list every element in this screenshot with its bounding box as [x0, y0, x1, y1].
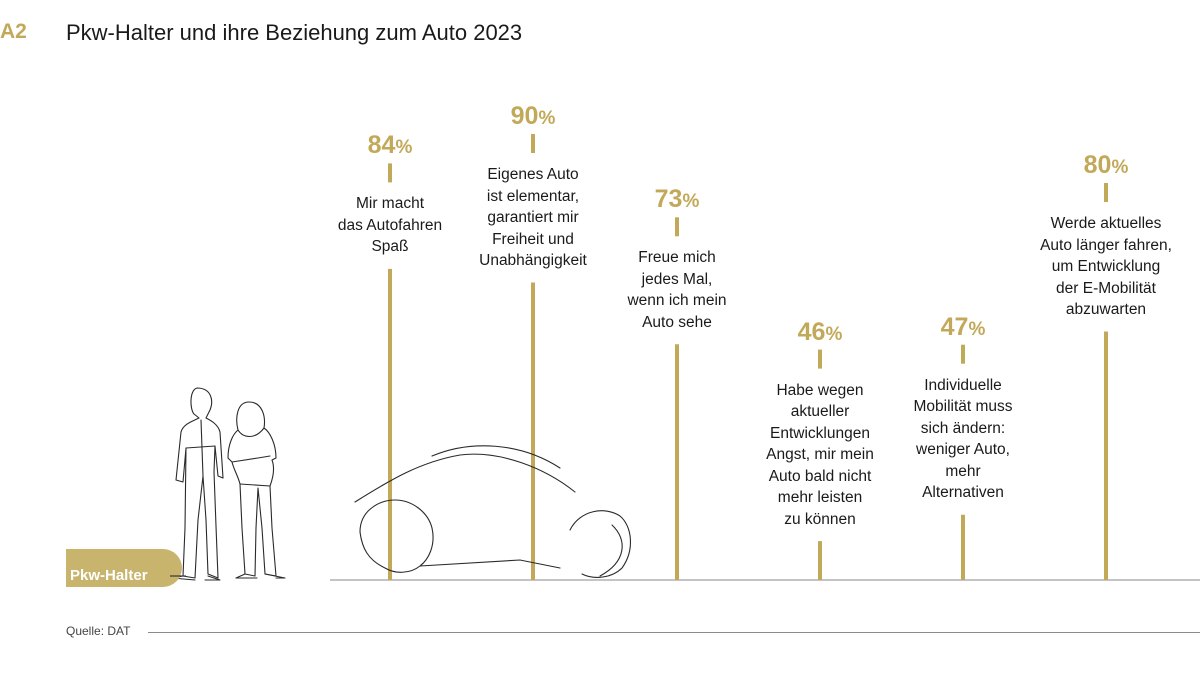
- value-label-5: 47%: [941, 313, 986, 344]
- value-number: 80: [1083, 151, 1112, 179]
- category-label-line: Mir macht: [355, 195, 425, 213]
- category-label-5: Individuelle Mobilität muss sich ändern: we…: [888, 375, 1038, 504]
- value-label-6: 80%: [1084, 151, 1129, 182]
- category-label-3: Freue mich jedes Mal, wenn ich mein Auto se…: [602, 247, 752, 333]
- value-unit: %: [825, 323, 843, 345]
- category-label-line: Angst, mir mein: [766, 446, 874, 464]
- category-label-line: um Entwicklung: [1051, 258, 1161, 275]
- value-number: 73: [654, 185, 683, 214]
- category-label-line: Entwicklungen: [770, 424, 870, 442]
- value-label-1: 84%: [368, 131, 413, 162]
- value-unit: %: [682, 191, 700, 213]
- value-unit: %: [538, 108, 556, 129]
- category-label-line: Freue mich: [638, 249, 716, 267]
- value-unit: %: [968, 318, 986, 340]
- category-label-1: Mir macht das Autofahren Spaß: [315, 193, 465, 258]
- chart-marks: [388, 134, 1108, 580]
- category-label-line: Alternativen: [922, 484, 1004, 502]
- value-label-4: 46%: [798, 318, 843, 349]
- category-label-2: Eigenes Auto ist elementar, garantiert mir…: [458, 164, 608, 272]
- value-label-2: 90%: [511, 102, 556, 133]
- category-label-line: Werde aktuelles: [1050, 215, 1162, 232]
- category-label-line: Individuelle: [924, 376, 1002, 394]
- category-label-line: abzuwarten: [1065, 301, 1147, 318]
- category-label-line: mehr: [945, 462, 981, 480]
- category-label-line: Spaß: [371, 238, 409, 256]
- category-label-line: der E-Mobilität: [1056, 279, 1156, 297]
- value-number: 46: [797, 317, 826, 346]
- value-unit: %: [395, 137, 413, 159]
- category-label-line: wenn ich mein: [627, 292, 727, 310]
- category-label-line: garantiert mir: [487, 209, 579, 226]
- category-label-line: sich ändern:: [920, 419, 1006, 437]
- category-label-line: Habe wegen: [776, 381, 864, 399]
- source-note: Quelle: DAT: [66, 624, 131, 638]
- category-label-line: weniger Auto,: [916, 441, 1010, 459]
- value-unit: %: [1111, 157, 1129, 178]
- halter-badge: [66, 549, 182, 587]
- category-label-line: mehr leisten: [777, 489, 863, 507]
- category-label-line: aktueller: [790, 403, 850, 421]
- category-label-line: das Autofahren: [337, 216, 443, 234]
- source-divider: [148, 632, 1200, 633]
- category-label-4: Habe wegen aktueller Entwicklungen Angst, m…: [745, 380, 895, 531]
- category-label-line: jedes Mal,: [641, 270, 713, 288]
- category-label-line: Auto länger fahren,: [1040, 236, 1172, 254]
- halter-label: Pkw-Halter: [70, 567, 148, 584]
- category-label-line: Mobilität muss: [913, 398, 1013, 416]
- category-label-line: Auto bald nicht: [768, 467, 872, 485]
- category-label-line: zu können: [784, 510, 856, 528]
- value-label-3: 73%: [655, 185, 700, 216]
- category-label-line: ist elementar,: [486, 187, 580, 205]
- two-people-illustration: [171, 387, 286, 581]
- chart-title: Pkw-Halter und ihre Beziehung zum Auto 2…: [66, 20, 523, 45]
- category-label-line: Eigenes Auto: [487, 166, 579, 183]
- value-number: 84: [367, 131, 396, 160]
- car-outline-illustration: [354, 445, 631, 578]
- category-label-line: Auto sehe: [642, 313, 712, 331]
- value-number: 47: [940, 312, 969, 341]
- category-label-6: Werde aktuelles Auto länger fahren, um Ent…: [1031, 213, 1181, 321]
- figure-number: A2: [0, 20, 27, 43]
- value-number: 90: [510, 102, 539, 130]
- category-label-line: Unabhängigkeit: [479, 252, 587, 269]
- category-label-line: Freiheit und: [492, 230, 574, 248]
